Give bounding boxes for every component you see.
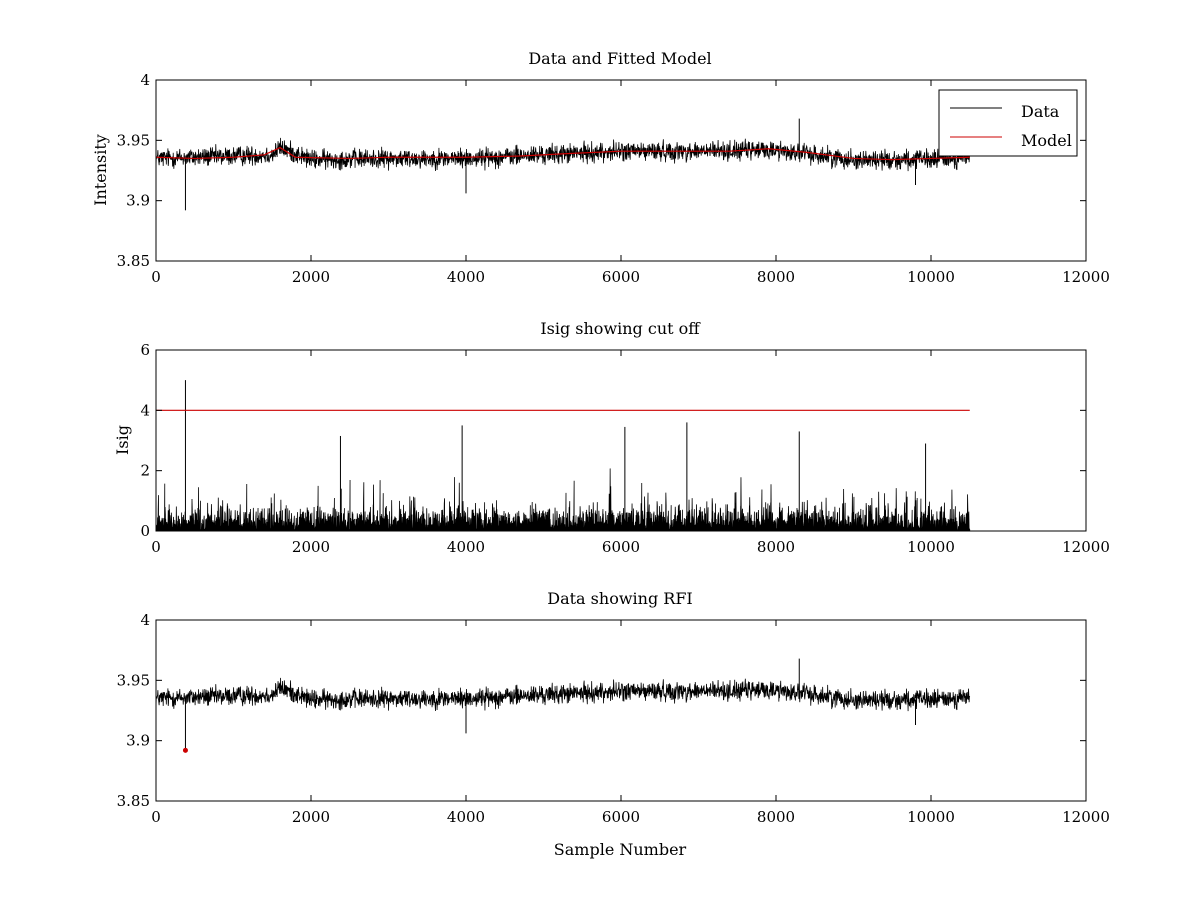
- x-tick-label: 8000: [757, 268, 795, 286]
- x-tick-label: 2000: [292, 268, 330, 286]
- x-tick-label: 4000: [447, 538, 485, 556]
- y-tick-label: 4: [140, 611, 150, 629]
- y-tick-label: 6: [140, 341, 150, 359]
- y-tick-label: 0: [140, 522, 150, 540]
- y-tick-label: 3.95: [117, 671, 150, 689]
- y-tick-label: 3.85: [117, 252, 150, 270]
- series-0-series: [156, 677, 971, 712]
- legend-entry-data: Data: [1021, 102, 1060, 121]
- axis-layer: 0 2000 4000 6000 8000 10000 12000 3.85 3.9 3.95 4: [117, 71, 1110, 286]
- x-tick-label: 8000: [757, 808, 795, 826]
- rfi-marker-0: [182, 747, 188, 753]
- y-tick-label: 3.9: [126, 192, 150, 210]
- x-tick-label: 12000: [1062, 268, 1110, 286]
- panel-title: Data and Fitted Model: [528, 49, 711, 68]
- panel-data-and-fitted-model: Data and Fitted Model Intensity 0 2000 400…: [91, 49, 1110, 286]
- y-tick-label: 3.85: [117, 792, 150, 810]
- x-tick-label: 6000: [602, 538, 640, 556]
- x-tick-label: 2000: [292, 538, 330, 556]
- y-axis-label: Isig: [113, 425, 132, 455]
- x-tick-label: 0: [151, 808, 161, 826]
- y-tick-label: 3.9: [126, 732, 150, 750]
- x-tick-label: 2000: [292, 808, 330, 826]
- legend-entry-model: Model: [1021, 131, 1072, 150]
- x-tick-label: 12000: [1062, 538, 1110, 556]
- plot-layer: [156, 658, 971, 753]
- panel-isig-showing-cut-off: Isig showing cut off Isig 0 2000 4000 6000 8…: [113, 319, 1110, 556]
- y-tick-label: 4: [140, 401, 150, 419]
- plot-layer: [156, 380, 971, 531]
- x-axis-label: Sample Number: [554, 840, 687, 859]
- y-tick-label: 2: [140, 462, 150, 480]
- y-axis-label: Intensity: [91, 134, 110, 206]
- x-tick-label: 10000: [907, 808, 955, 826]
- model-series: [156, 146, 970, 161]
- axis-layer: 0 2000 4000 6000 8000 10000 12000 3.85 3.9 3.95 4: [117, 611, 1110, 826]
- x-tick-label: 6000: [602, 808, 640, 826]
- legend: Data Model: [938, 89, 1078, 157]
- data-series: [156, 137, 971, 172]
- x-tick-label: 4000: [447, 268, 485, 286]
- y-tick-label: 4: [140, 71, 150, 89]
- x-tick-label: 0: [151, 538, 161, 556]
- plot-layer: [156, 118, 971, 211]
- x-tick-label: 10000: [907, 268, 955, 286]
- panel-title: Data showing RFI: [547, 589, 692, 608]
- legend-box: [938, 89, 1078, 157]
- axis-layer: 0 2000 4000 6000 8000 10000 12000 0 2 4 6: [140, 341, 1109, 556]
- x-tick-label: 0: [151, 268, 161, 286]
- x-tick-label: 4000: [447, 808, 485, 826]
- y-tick-label: 3.95: [117, 131, 150, 149]
- x-tick-label: 10000: [907, 538, 955, 556]
- x-tick-label: 8000: [757, 538, 795, 556]
- series-0-series: [156, 468, 971, 531]
- x-tick-label: 6000: [602, 268, 640, 286]
- panel-title: Isig showing cut off: [540, 319, 701, 338]
- x-tick-label: 12000: [1062, 808, 1110, 826]
- panel-data-showing-rfi: Data showing RFI Sample Number 0 2000 4000…: [117, 589, 1110, 859]
